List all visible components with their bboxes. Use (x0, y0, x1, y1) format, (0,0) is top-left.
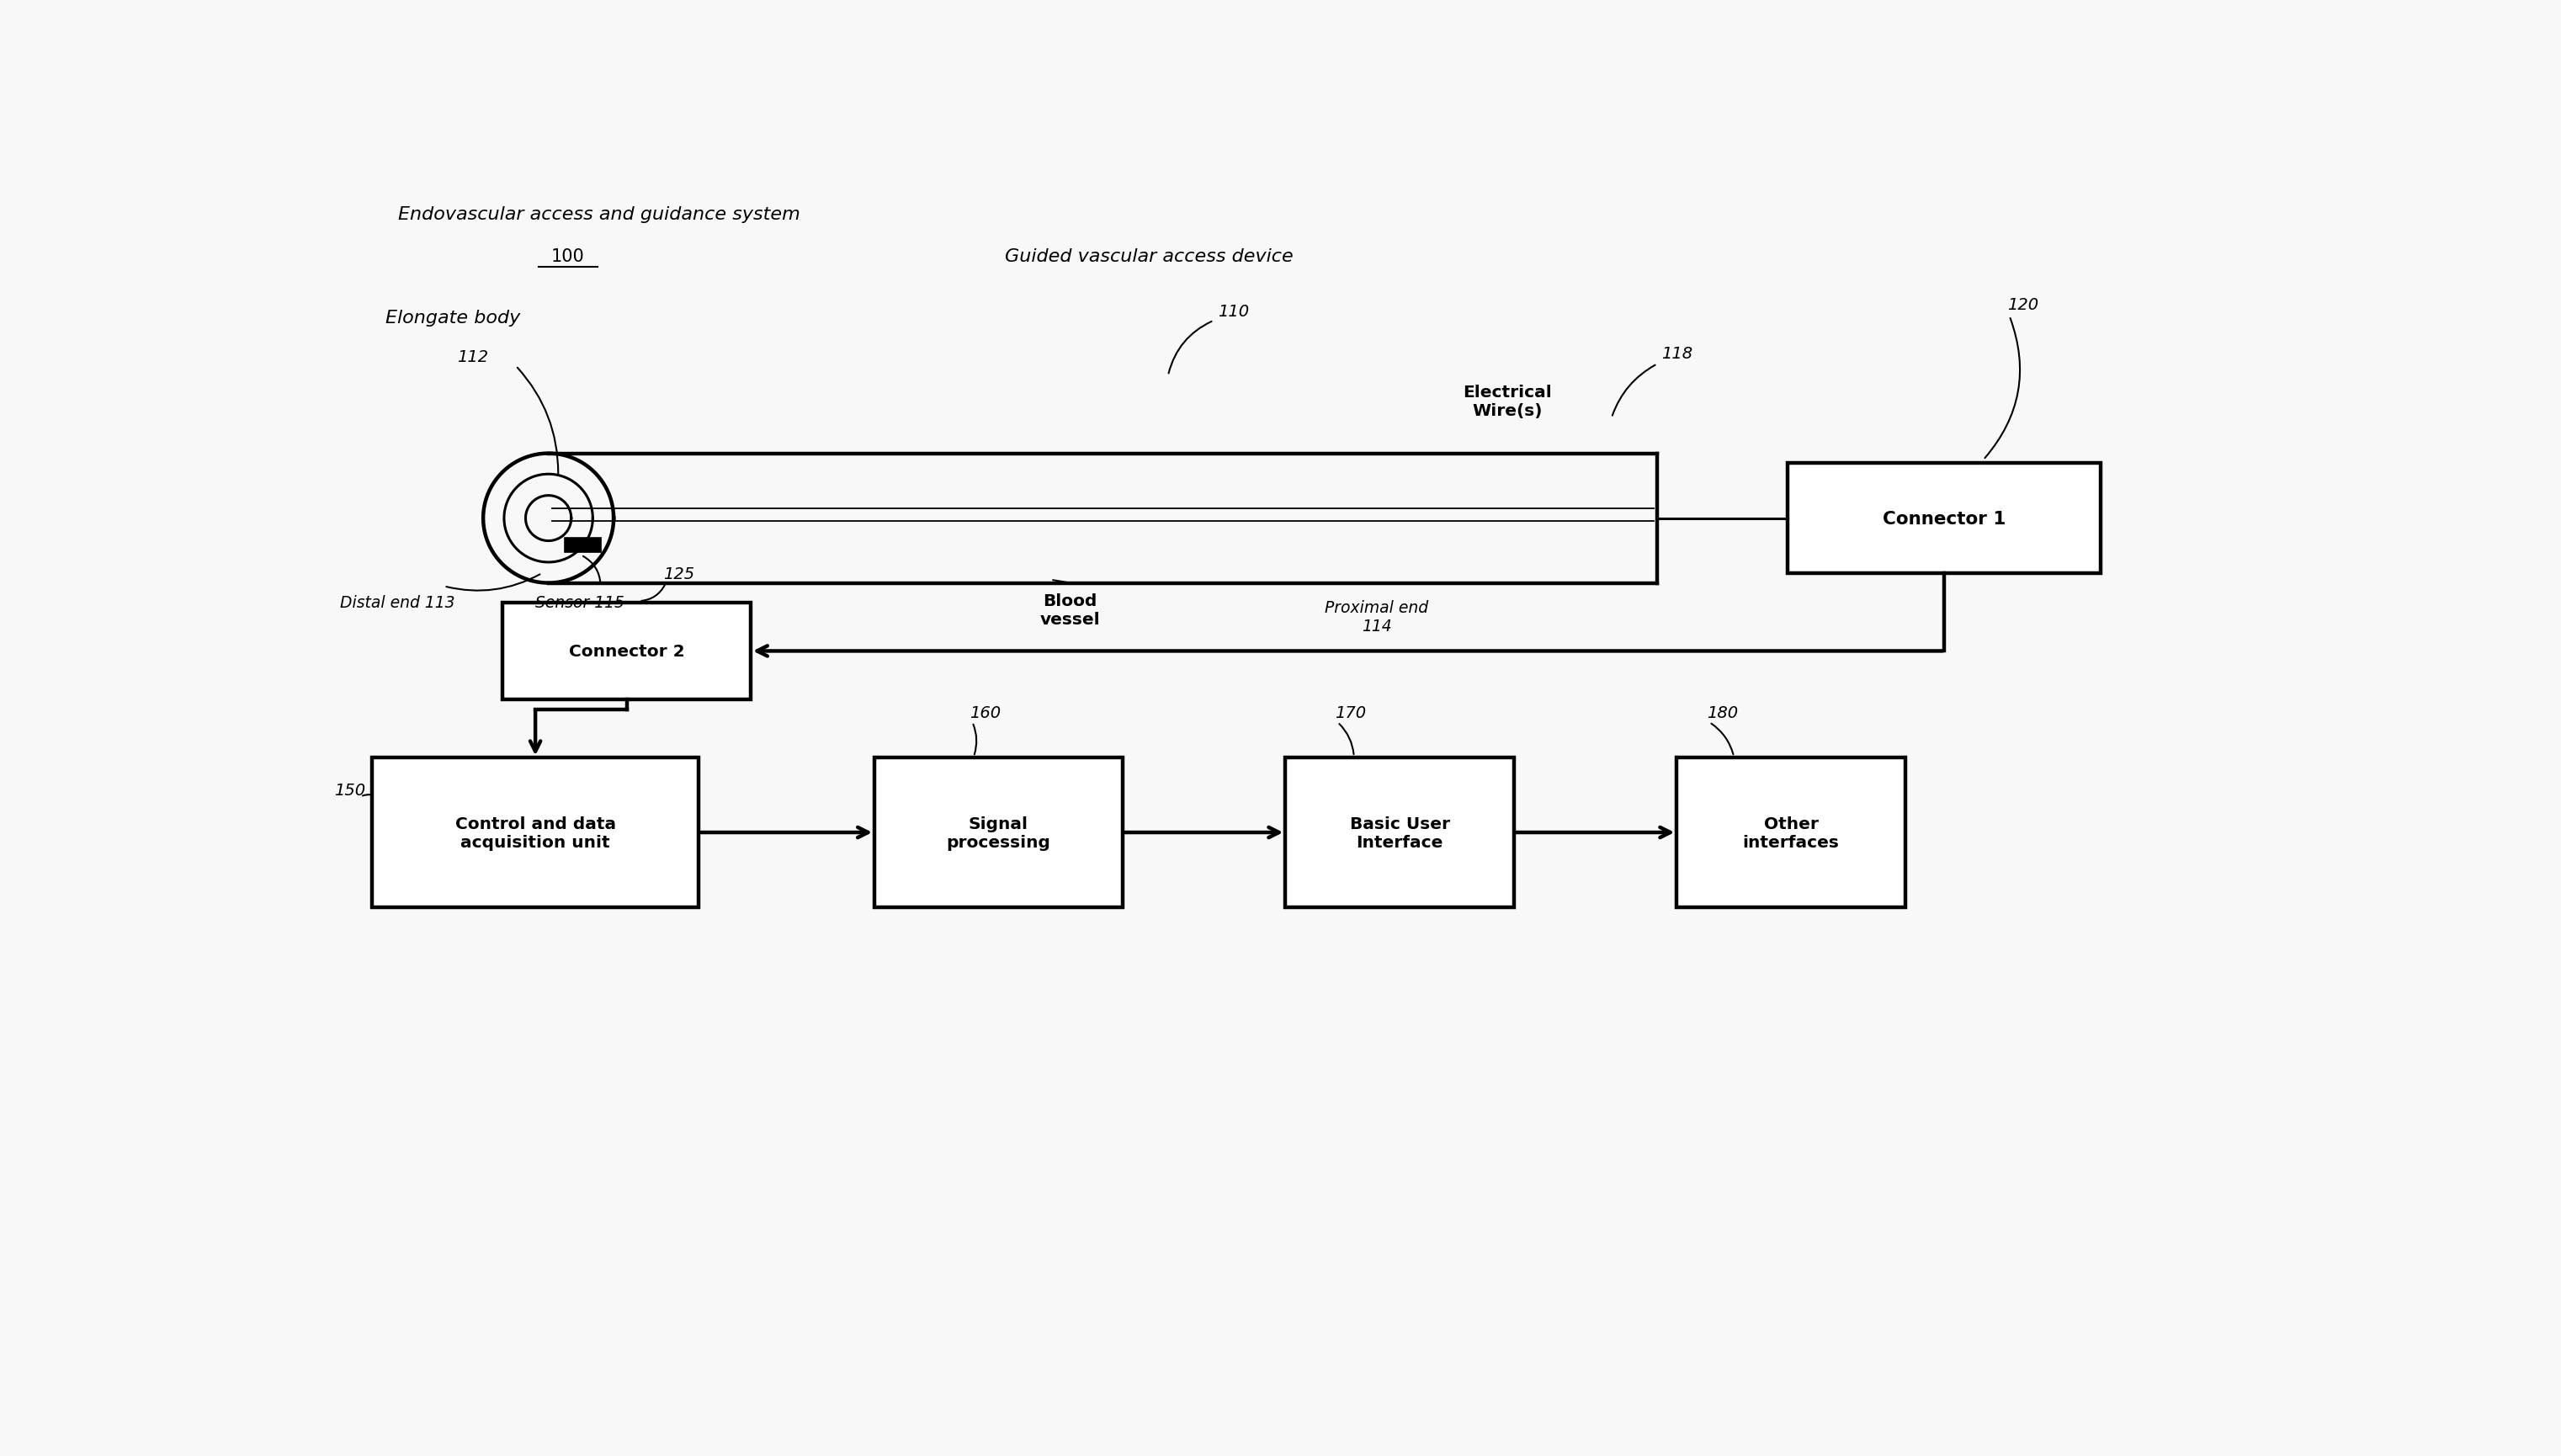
Text: 160: 160 (971, 705, 1001, 721)
FancyBboxPatch shape (1286, 759, 1514, 907)
Text: 110: 110 (1216, 303, 1250, 319)
FancyBboxPatch shape (371, 759, 699, 907)
Text: 125: 125 (663, 566, 694, 582)
Text: 120: 120 (2008, 297, 2039, 313)
Text: 118: 118 (1662, 345, 1693, 361)
Text: Connector 1: Connector 1 (1882, 510, 2005, 527)
Text: Signal
processing: Signal processing (948, 815, 1050, 850)
Text: Elongate body: Elongate body (384, 310, 520, 326)
Text: Sensor 115: Sensor 115 (535, 596, 625, 612)
Text: 100: 100 (551, 248, 584, 265)
Text: Distal end 113: Distal end 113 (341, 596, 453, 612)
Text: Endovascular access and guidance system: Endovascular access and guidance system (400, 205, 802, 223)
Text: 150: 150 (333, 783, 366, 799)
Text: 112: 112 (456, 349, 489, 364)
FancyBboxPatch shape (502, 603, 750, 700)
Text: Proximal end
114: Proximal end 114 (1324, 600, 1429, 633)
Text: Electrical
Wire(s): Electrical Wire(s) (1462, 384, 1552, 419)
Text: Other
interfaces: Other interfaces (1741, 815, 1839, 850)
FancyBboxPatch shape (1677, 759, 1905, 907)
Text: Control and data
acquisition unit: Control and data acquisition unit (456, 815, 615, 850)
FancyBboxPatch shape (873, 759, 1122, 907)
Text: Blood
vessel: Blood vessel (1040, 593, 1101, 628)
FancyBboxPatch shape (1788, 463, 2100, 574)
Text: Basic User
Interface: Basic User Interface (1350, 815, 1450, 850)
Text: 180: 180 (1706, 705, 1739, 721)
Bar (566, 539, 602, 552)
Text: Connector 2: Connector 2 (569, 644, 684, 660)
Text: 170: 170 (1334, 705, 1365, 721)
Text: Guided vascular access device: Guided vascular access device (1004, 248, 1293, 265)
